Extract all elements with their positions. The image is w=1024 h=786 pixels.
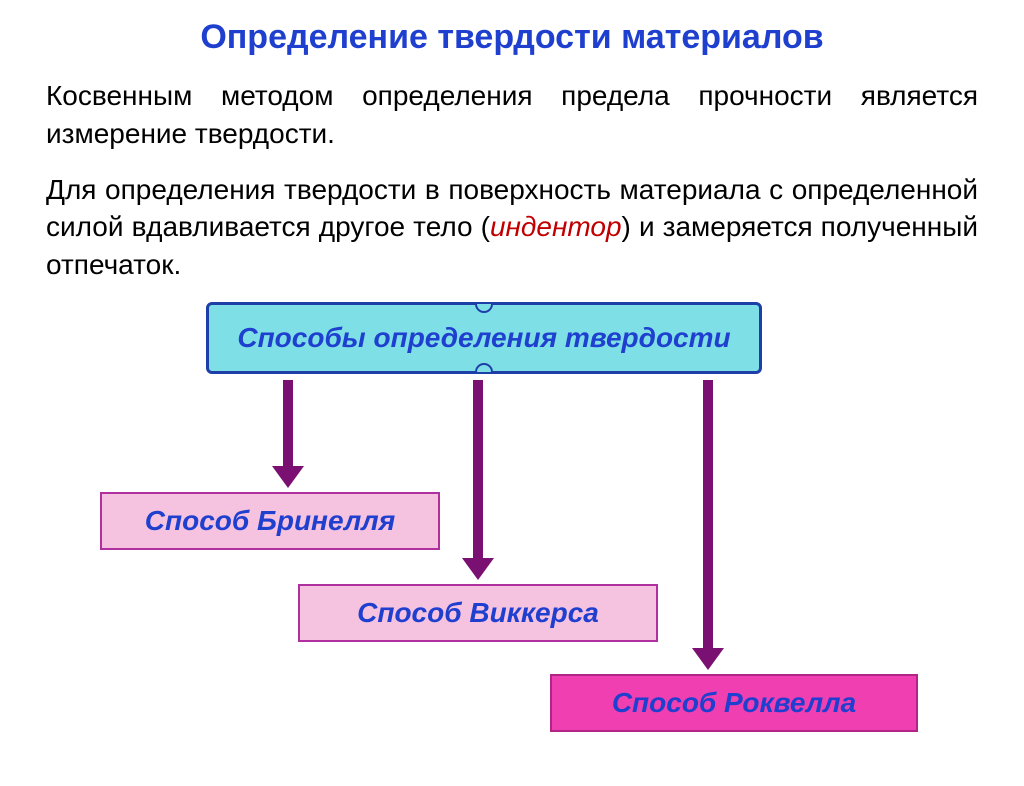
method-label-3: Способ Роквелла bbox=[612, 687, 856, 719]
intro-paragraph-1: Косвенным методом определения предела пр… bbox=[46, 77, 978, 153]
method-box-3: Способ Роквелла bbox=[550, 674, 918, 732]
method-label-1: Способ Бринелля bbox=[145, 505, 395, 537]
keyword-indentor: индентор bbox=[490, 211, 622, 242]
method-label-2: Способ Виккерса bbox=[357, 597, 599, 629]
root-box: Способы определения твердости bbox=[206, 302, 762, 374]
method-box-1: Способ Бринелля bbox=[100, 492, 440, 550]
intro-paragraph-2: Для определения твердости в поверхность … bbox=[46, 171, 978, 284]
methods-diagram: Способы определения твердости Способ Брин… bbox=[0, 302, 1024, 732]
root-label: Способы определения твердости bbox=[237, 322, 730, 354]
method-box-2: Способ Виккерса bbox=[298, 584, 658, 642]
page-title: Определение твердости материалов bbox=[0, 18, 1024, 57]
